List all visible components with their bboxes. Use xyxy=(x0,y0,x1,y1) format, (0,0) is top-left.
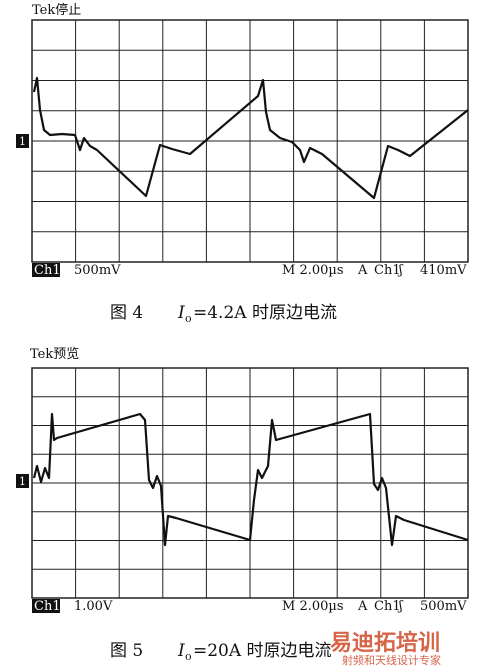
caption-subscript: o xyxy=(185,650,192,663)
watermark-sub: 射频和天线设计专家 xyxy=(342,653,441,667)
channel-marker: 1 xyxy=(19,135,26,148)
channel-marker: 1 xyxy=(19,475,26,488)
trigger-level: 410mV xyxy=(420,263,467,278)
watermark: 易迪拓培训 xyxy=(330,630,440,656)
channel-badge xyxy=(32,599,60,613)
trigger-slope: ʃ xyxy=(397,263,404,278)
trigger-channel: Ch1 xyxy=(374,263,401,278)
vertical-scale: 500mV xyxy=(74,263,121,278)
trigger-slope: ʃ xyxy=(397,599,404,614)
channel-badge xyxy=(32,263,60,277)
waveform xyxy=(32,412,469,547)
trigger-level: 500mV xyxy=(420,599,467,614)
trigger-mode: A xyxy=(357,263,368,278)
vertical-scale: 1.00V xyxy=(74,599,113,614)
scope-figure: Tek预览 1 Ch1 1.00V M 2.00µs A Ch1 ʃ 500mV… xyxy=(16,346,469,663)
scope-title: Tek停止 xyxy=(32,2,81,18)
trigger-mode: A xyxy=(357,599,368,614)
channel: Ch1 xyxy=(34,599,61,614)
channel: Ch1 xyxy=(34,263,61,278)
timebase: M 2.00µs xyxy=(282,263,344,278)
trigger-channel: Ch1 xyxy=(374,599,401,614)
scope-figure: Tek停止 1 Ch1 500mV M 2.00µs A Ch1 ʃ 410mV… xyxy=(16,2,469,325)
caption-subscript: o xyxy=(185,312,192,325)
caption-number: 图 4 xyxy=(110,303,143,323)
scope-grid xyxy=(32,368,468,598)
timebase: M 2.00µs xyxy=(282,599,344,614)
marker-box xyxy=(16,474,29,488)
caption-number: 图 5 xyxy=(110,641,143,661)
caption-variable: I xyxy=(177,303,185,323)
caption-text: =4.2A 时原边电流 xyxy=(193,303,337,323)
scope-grid xyxy=(32,20,468,262)
waveform xyxy=(32,76,469,200)
caption-text: =20A 时原边电流 xyxy=(193,641,332,661)
marker-box xyxy=(16,134,29,148)
scope-title: Tek预览 xyxy=(30,346,79,362)
caption-variable: I xyxy=(177,641,185,661)
